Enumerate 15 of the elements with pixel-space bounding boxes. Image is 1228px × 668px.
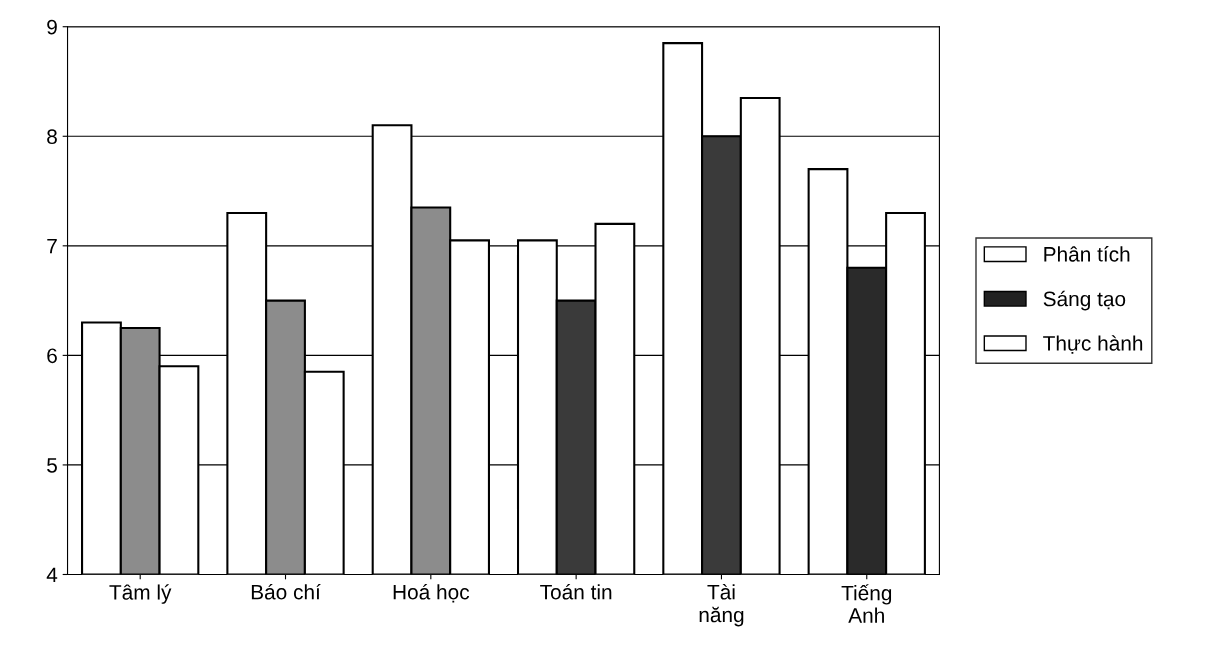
x-tick-label: Hoá học xyxy=(393,583,470,603)
y-tick-label: 6 xyxy=(47,348,57,364)
y-tick-label: 7 xyxy=(47,239,57,254)
y-tick-label: 5 xyxy=(47,458,57,473)
x-tick-label: Tâm lý xyxy=(109,584,172,604)
x-tick-label: Tiếng Anh xyxy=(841,584,892,623)
legend-label: Phân tích xyxy=(1044,246,1130,262)
x-tick-label: Tài năng xyxy=(699,583,744,627)
y-tick-label: 4 xyxy=(46,567,58,583)
y-tick-label: 9 xyxy=(47,19,57,35)
x-tick-label: Báo chí xyxy=(251,583,321,600)
legend-label: Sáng tạo xyxy=(1043,290,1126,311)
legend-label: Thực hành xyxy=(1043,335,1143,354)
x-tick-label: Toán tin xyxy=(540,583,612,600)
y-tick-label: 8 xyxy=(47,129,57,145)
